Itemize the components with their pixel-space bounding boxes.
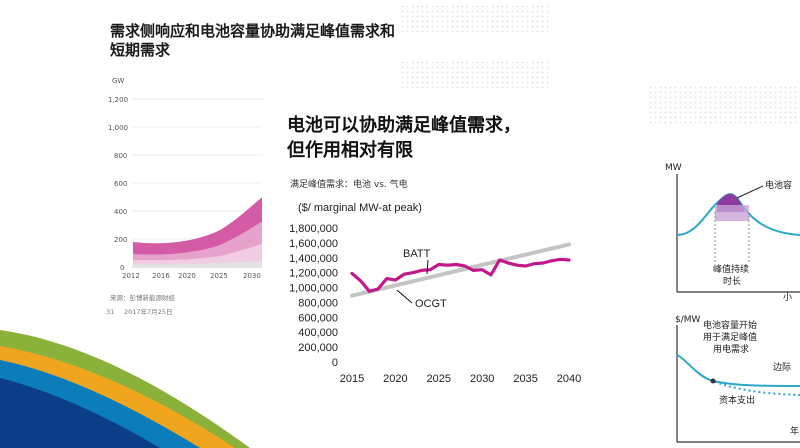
right-year-label: 年 bbox=[790, 425, 799, 437]
left-x-tick: 2030 bbox=[243, 272, 261, 280]
right-x-axis-cut: 小 bbox=[783, 292, 792, 303]
x-tick-label: 2020 bbox=[383, 373, 407, 385]
main-title-line-2: 但作用相对有限 bbox=[287, 140, 413, 161]
series-layer bbox=[350, 242, 571, 298]
main-panel bbox=[262, 100, 598, 448]
background-peak-diagram: MW 峰值持续 时长 电池容 小 $/MW 电池容量开始 用于满足峰值 用电需求… bbox=[665, 163, 800, 443]
y-tick-label: 1,400,000 bbox=[289, 253, 338, 265]
peak-cost-chart: 满足峰值需求：电池 vs. 气电 ($/ marginal MW-at peak… bbox=[289, 178, 581, 385]
series-line-batt bbox=[350, 257, 571, 293]
ocgt-series-label: OCGT bbox=[415, 298, 447, 310]
y-tick-label: 400,000 bbox=[298, 327, 338, 339]
x-tick-label: 2015 bbox=[340, 373, 364, 385]
dot-pattern-right bbox=[648, 85, 800, 125]
left-footer-date: 2017年7月25日 bbox=[124, 307, 172, 316]
right-bottom-callout-1: 电池容量开始 bbox=[703, 319, 757, 331]
right-edge-label: 边际 bbox=[773, 362, 791, 373]
left-x-tick: 2025 bbox=[210, 272, 228, 280]
batt-series-label: BATT bbox=[403, 248, 431, 260]
main-title-line-1: 电池可以协助满足峰值需求， bbox=[287, 115, 521, 136]
left-x-tick: 2016 bbox=[152, 272, 170, 280]
left-footer-page: 31 bbox=[106, 308, 114, 316]
chart-subtitle: 满足峰值需求：电池 vs. 气电 bbox=[290, 178, 408, 190]
background-capacity-chart: GW 1,200 1,000 800 600 400 200 0 2012 20… bbox=[106, 77, 265, 316]
x-tick-label: 2025 bbox=[427, 373, 451, 385]
main-title: 电池可以协助满足峰值需求， 但作用相对有限 bbox=[287, 113, 587, 163]
y-tick-label: 600,000 bbox=[298, 312, 338, 324]
y-tick-label: 1,200,000 bbox=[289, 268, 338, 280]
corner-swoosh bbox=[0, 330, 250, 448]
x-tick-label: 2040 bbox=[557, 373, 581, 385]
left-y-tick: 0 bbox=[120, 264, 124, 272]
x-tick-label: 2030 bbox=[470, 373, 494, 385]
right-bottom-callout-3: 用电需求 bbox=[713, 343, 749, 355]
right-duration-label-1: 峰值持续 bbox=[713, 263, 749, 275]
series-line-ocgt bbox=[350, 242, 571, 298]
left-y-tick: 800 bbox=[114, 152, 127, 160]
right-duration-label-2: 时长 bbox=[723, 275, 741, 287]
batt-leader-line bbox=[426, 259, 429, 275]
x-tick-label: 2035 bbox=[513, 373, 537, 385]
left-area-low bbox=[133, 243, 265, 267]
left-x-tick: 2020 bbox=[178, 272, 196, 280]
y-tick-label: 0 bbox=[332, 357, 338, 369]
right-top-callout: 电池容 bbox=[765, 179, 792, 191]
y-tick-label: 800,000 bbox=[298, 297, 338, 309]
right-bottom-axis-label: $/MW bbox=[675, 315, 701, 325]
ocgt-leader-line bbox=[396, 289, 413, 304]
right-bottom-callout-2: 用于满足峰值 bbox=[703, 331, 757, 343]
left-y-tick: 1,200 bbox=[108, 96, 128, 104]
left-y-tick: 400 bbox=[114, 208, 127, 216]
chart-y-label: ($/ marginal MW-at peak) bbox=[298, 202, 422, 214]
y-axis: 0 200,000 400,000 600,000 800,000 1,000,000 1,… bbox=[289, 223, 338, 369]
right-capex-label: 资本支出 bbox=[719, 394, 755, 406]
y-tick-label: 1,800,000 bbox=[289, 223, 338, 235]
left-x-tick: 2012 bbox=[122, 272, 140, 280]
left-y-tick: 1,000 bbox=[108, 124, 128, 132]
y-tick-label: 200,000 bbox=[298, 342, 338, 354]
background-slide-title: 需求侧响应和电池容量协助满足峰值需求和短期需求 bbox=[110, 22, 396, 59]
right-top-axis-label: MW bbox=[665, 163, 682, 173]
y-tick-label: 1,600,000 bbox=[289, 238, 338, 250]
left-y-tick: 600 bbox=[114, 180, 127, 188]
left-chart-unit: GW bbox=[112, 77, 124, 85]
dot-pattern-mid bbox=[400, 60, 550, 90]
left-area-base bbox=[133, 261, 265, 267]
y-tick-label: 1,000,000 bbox=[289, 283, 338, 295]
left-chart-source: 来源：彭博新能源财经 bbox=[110, 293, 176, 302]
dot-pattern-top bbox=[400, 4, 550, 34]
x-axis: 2015 2020 2025 2030 2035 2040 bbox=[340, 373, 581, 385]
left-y-tick: 200 bbox=[114, 236, 127, 244]
